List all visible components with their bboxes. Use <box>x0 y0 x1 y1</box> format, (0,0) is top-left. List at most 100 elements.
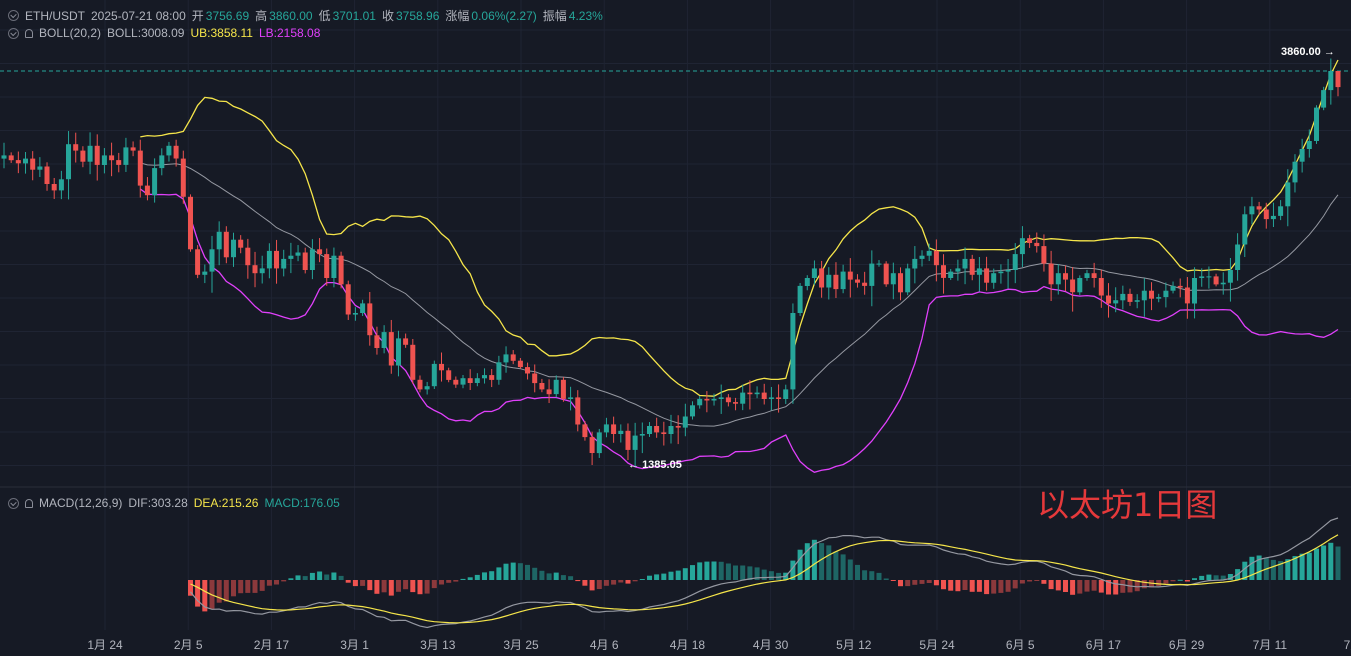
candle-body <box>847 271 853 280</box>
candle-body <box>804 278 810 286</box>
macd-histogram-bar <box>998 580 1004 593</box>
macd-histogram-bar <box>1027 580 1033 582</box>
candle-body <box>152 168 158 196</box>
boll-lb-label: LB: <box>258 26 277 40</box>
candle-body <box>1134 300 1140 302</box>
macd-histogram-bar <box>231 580 236 597</box>
candle-body <box>317 249 323 255</box>
low-label: 低 <box>318 9 331 23</box>
candle-body <box>15 160 21 164</box>
candle-body <box>1335 71 1341 88</box>
candle-body <box>209 249 215 272</box>
candle-body <box>596 432 602 454</box>
candle-body <box>998 271 1004 274</box>
macd-histogram-bar <box>718 561 724 580</box>
macd-histogram-bar <box>1192 578 1197 580</box>
candle-body <box>926 250 932 256</box>
candle-body <box>898 273 903 293</box>
candle-body <box>1278 206 1284 216</box>
candle-body <box>1299 149 1305 162</box>
macd-histogram-bar <box>1098 580 1104 593</box>
macd-histogram-bar <box>847 559 853 580</box>
x-tick-label: 3月 13 <box>420 638 456 652</box>
macd-histogram-bar <box>675 570 681 580</box>
candle-body <box>955 268 961 272</box>
macd-histogram-bar <box>890 580 896 581</box>
collapse-icon[interactable] <box>8 10 19 21</box>
macd-histogram-bar <box>984 580 990 595</box>
x-tick-label: 4月 30 <box>752 638 789 652</box>
macd-histogram-bar <box>976 580 982 592</box>
period-low-label: ← 1385.05 <box>628 459 682 471</box>
candle-body <box>632 435 638 450</box>
candle-body <box>410 344 416 380</box>
macd-histogram-bar <box>281 580 287 582</box>
macd-histogram-bar <box>410 580 416 593</box>
candle-body <box>553 379 559 395</box>
candle-body <box>489 375 495 380</box>
macd-histogram-bar <box>611 580 617 585</box>
macd-histogram-bar <box>317 571 323 580</box>
change-value: 0.06%(2.27) <box>471 8 537 23</box>
macd-histogram-bar <box>768 571 774 580</box>
macd-histogram-bar <box>259 580 265 591</box>
macd-histogram-bar <box>560 575 566 580</box>
candle-body <box>1321 90 1327 108</box>
macd-histogram-bar <box>568 576 574 580</box>
macd-histogram-bar <box>460 578 466 580</box>
candle-body <box>1249 206 1255 215</box>
candle-body <box>252 265 258 274</box>
x-tick-label: 6月 29 <box>1168 638 1205 652</box>
candle-body <box>166 145 172 156</box>
candle-body <box>912 258 918 269</box>
candle-body <box>109 155 115 161</box>
collapse-icon[interactable] <box>8 497 19 509</box>
macd-histogram-bar <box>338 575 344 580</box>
candle-body <box>1242 214 1248 245</box>
candle-body <box>855 279 860 283</box>
candle-body <box>1306 141 1312 149</box>
candle-body <box>776 397 782 399</box>
x-tick-label: 2月 17 <box>253 638 290 652</box>
candle-body <box>876 263 882 265</box>
candle-body <box>768 397 774 399</box>
macd-histogram-bar <box>1156 580 1162 586</box>
candle-body <box>1127 293 1133 302</box>
macd-histogram-bar <box>1177 579 1183 581</box>
macd-histogram-bar <box>625 580 631 584</box>
candle-body <box>424 386 430 390</box>
amplitude-label: 振幅 <box>542 9 567 23</box>
collapse-icon[interactable] <box>8 27 19 39</box>
macd-histogram-bar <box>1163 580 1169 584</box>
alert-bell-icon[interactable] <box>25 28 33 38</box>
alert-bell-icon[interactable] <box>25 498 33 508</box>
candle-body <box>223 231 229 258</box>
candle-body <box>30 158 36 170</box>
last-price-value: 3860.00 <box>1281 46 1321 58</box>
candle-body <box>446 370 452 380</box>
macd-histogram-bar <box>417 580 423 595</box>
boll-mid-label: BOLL: <box>107 26 142 40</box>
candle-body <box>682 416 688 428</box>
macd-histogram-bar <box>1070 580 1076 595</box>
macd-histogram-bar <box>941 580 946 590</box>
macd-histogram-bar <box>962 580 968 590</box>
macd-histogram-bar <box>424 580 430 594</box>
candle-body <box>324 254 330 278</box>
macd-dif-line <box>190 517 1339 629</box>
candle-body <box>144 185 150 196</box>
arrow-left-icon: ← <box>628 459 639 471</box>
macd-histogram-bar <box>1321 545 1327 580</box>
candle-body <box>1256 206 1262 210</box>
candle-body <box>690 405 695 417</box>
x-tick-label: 5月 12 <box>836 638 872 652</box>
macd-histogram-bar <box>381 580 387 593</box>
macd-histogram-bar <box>919 580 925 584</box>
candle-body <box>245 247 251 266</box>
macd-histogram-bar <box>754 567 760 580</box>
candle-body <box>266 250 272 269</box>
candle-body <box>675 426 681 428</box>
macd-histogram-bar <box>553 572 559 580</box>
candle-body <box>123 147 129 165</box>
